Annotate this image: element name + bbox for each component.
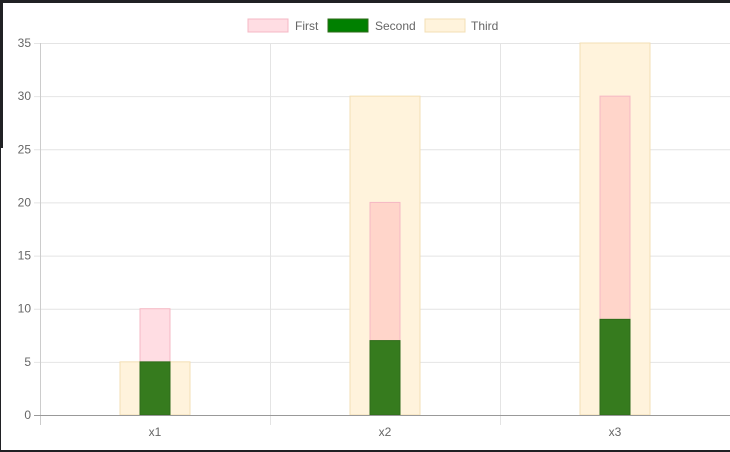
y-tick-label: 10 bbox=[18, 302, 32, 316]
bar-second bbox=[139, 361, 171, 416]
legend-swatch bbox=[424, 18, 466, 33]
window-edge-left-line bbox=[0, 148, 1, 452]
y-tick-label: 15 bbox=[18, 249, 32, 263]
bar-second bbox=[599, 318, 631, 416]
legend-swatch bbox=[327, 18, 369, 33]
legend-label: Second bbox=[375, 19, 416, 33]
window-edge-top bbox=[0, 0, 730, 3]
tick-labels: 0 5 10 15 20 25 30 35 x1 x2 x3 bbox=[18, 36, 622, 439]
legend-label: First bbox=[295, 19, 319, 33]
bar-second bbox=[369, 340, 401, 416]
y-tick-label: 0 bbox=[24, 408, 31, 422]
x-tick-label: x1 bbox=[149, 425, 162, 439]
window-edge-bottom bbox=[0, 450, 730, 452]
bars bbox=[119, 42, 651, 416]
y-tick-label: 20 bbox=[18, 195, 32, 209]
y-tick-label: 5 bbox=[24, 355, 31, 369]
window-edge-left bbox=[0, 0, 3, 148]
y-tick-label: 30 bbox=[18, 89, 32, 103]
x-tick-label: x2 bbox=[379, 425, 392, 439]
legend: First Second Third bbox=[247, 18, 498, 33]
legend-swatch bbox=[247, 18, 289, 33]
legend-label: Third bbox=[471, 19, 498, 33]
x-tick-label: x3 bbox=[609, 425, 622, 439]
y-tick-label: 25 bbox=[18, 142, 32, 156]
y-tick-label: 35 bbox=[18, 36, 32, 50]
